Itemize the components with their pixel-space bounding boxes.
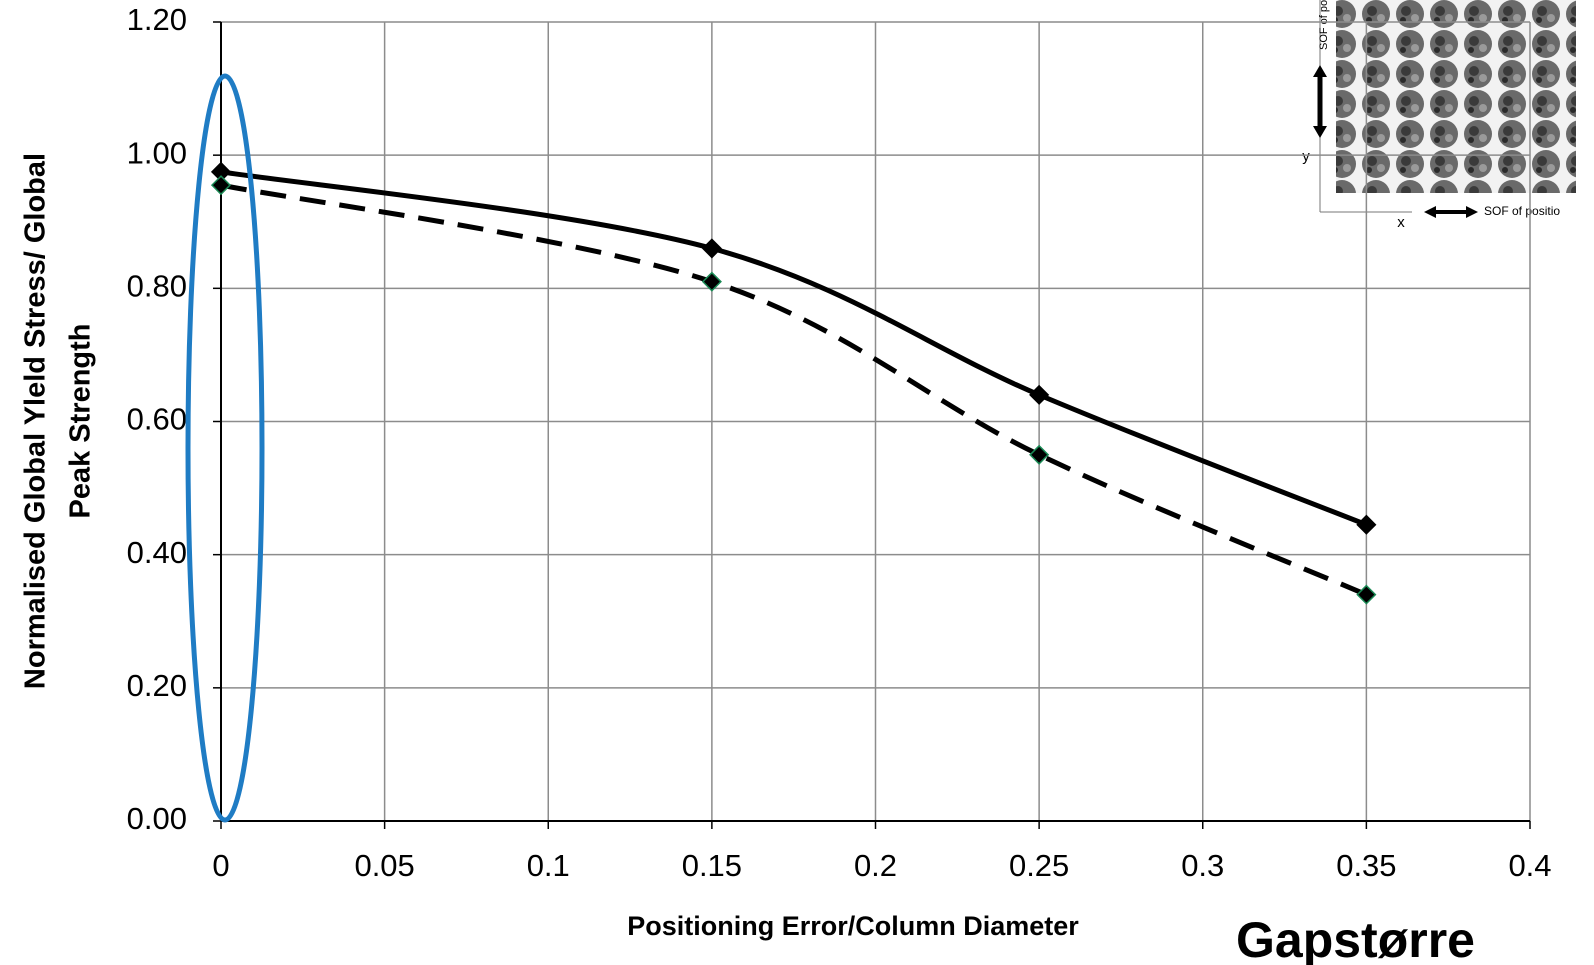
footer-text: Gapstørre xyxy=(1236,912,1475,965)
y-tick-label: 0.80 xyxy=(127,269,187,304)
inset-image: y x SOF of positio SOF of pos xyxy=(1302,0,1576,231)
x-tick-label: 0.2 xyxy=(854,848,897,883)
series-line xyxy=(220,169,1368,528)
data-point xyxy=(1356,514,1377,535)
y-axis-label: Normalised Global Yleld Stress/ Global xyxy=(20,153,52,689)
y-tick-label: 0.60 xyxy=(127,402,187,437)
x-axis-label: Positioning Error/Column Diameter xyxy=(627,911,1079,941)
data-point xyxy=(1356,584,1377,605)
data-point xyxy=(701,238,722,259)
data-point xyxy=(1029,384,1050,405)
inset-label: y xyxy=(1302,148,1310,165)
data-point xyxy=(210,175,232,196)
y-tick-label: 1.20 xyxy=(127,2,187,37)
highlight-ellipse xyxy=(185,73,265,823)
x-tick-label: 0.35 xyxy=(1336,848,1396,883)
x-tick-label: 0.25 xyxy=(1009,848,1069,883)
inset-texture xyxy=(1336,0,1576,193)
y-tick-label: 0.00 xyxy=(127,801,187,836)
x-tick-label: 0.3 xyxy=(1181,848,1224,883)
x-tick-label: 0.1 xyxy=(527,848,570,883)
series-line xyxy=(220,182,1368,597)
inset-label: x xyxy=(1397,214,1405,231)
plot-area: 0.00 0.20 0.40 0.60 0.80 1.00 1.20 0 0.05 0.1 0.15… xyxy=(127,2,1552,883)
y-axis-label: Peak Strength xyxy=(65,324,97,519)
y-tick-label: 1.00 xyxy=(127,135,187,170)
data-point xyxy=(701,271,722,292)
x-tick-label: 0 xyxy=(212,848,229,883)
inset-caption: SOF of positio xyxy=(1484,204,1560,218)
data-point xyxy=(1029,444,1050,465)
y-tick-label: 0.40 xyxy=(127,535,187,570)
y-tick-label: 0.20 xyxy=(127,668,187,703)
x-tick-label: 0.4 xyxy=(1508,848,1551,883)
x-tick-label: 0.05 xyxy=(354,848,414,883)
inset-caption: SOF of pos xyxy=(1318,0,1330,50)
x-tick-label: 0.15 xyxy=(682,848,742,883)
